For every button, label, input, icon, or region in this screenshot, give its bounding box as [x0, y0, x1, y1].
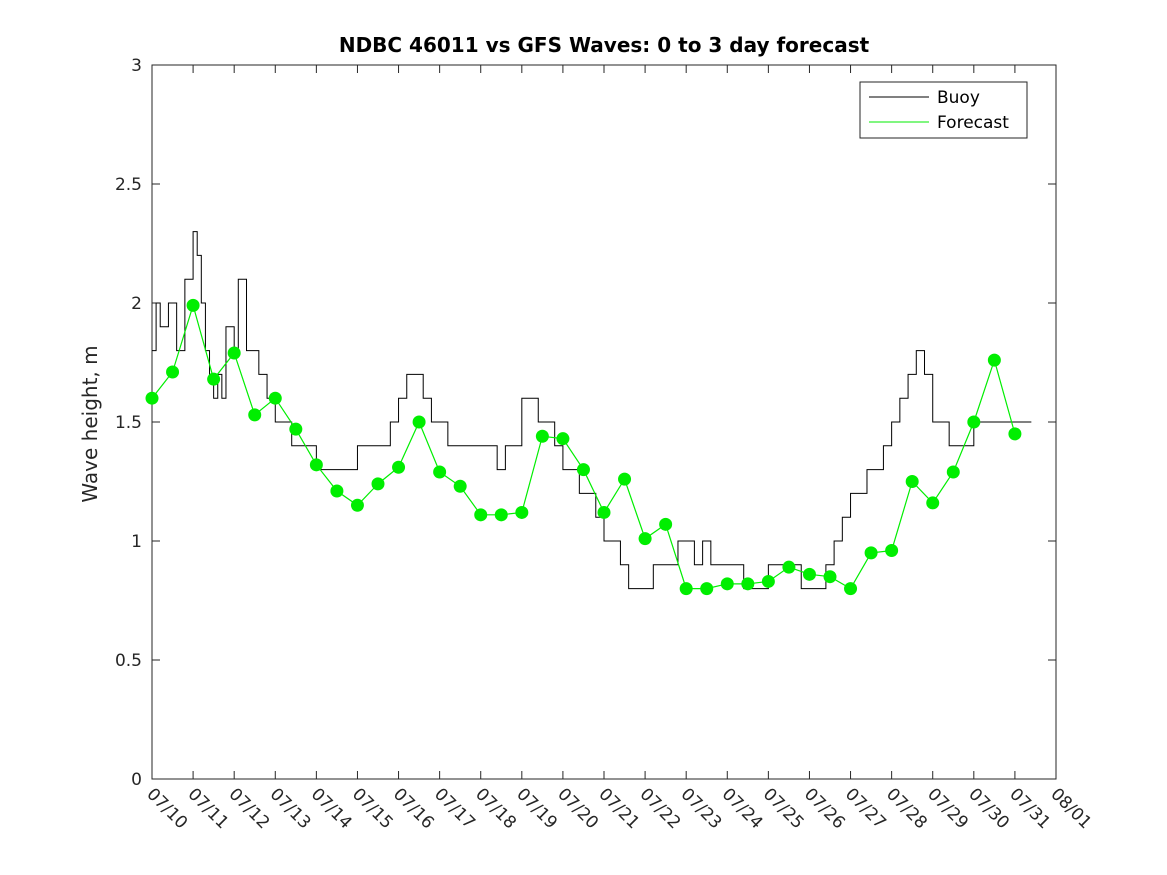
x-tick-label: 07/21 [594, 784, 643, 833]
forecast-point [987, 353, 1001, 367]
forecast-point [227, 346, 241, 360]
x-tick-label: 07/20 [553, 784, 602, 833]
forecast-point [659, 517, 673, 531]
forecast-point [392, 460, 406, 474]
y-tick-label: 0.5 [115, 651, 142, 671]
forecast-point [885, 544, 899, 558]
y-tick-label: 1.5 [115, 413, 142, 433]
forecast-point [720, 577, 734, 591]
y-tick-label: 1 [131, 532, 142, 552]
forecast-point [145, 391, 159, 405]
forecast-point [330, 484, 344, 498]
x-tick-label: 07/26 [800, 784, 849, 833]
forecast-point [207, 372, 221, 386]
forecast-point [453, 479, 467, 493]
forecast-point [535, 429, 549, 443]
x-tick-label: 07/31 [1005, 784, 1054, 833]
x-tick-label: 07/18 [471, 784, 520, 833]
forecast-point [946, 465, 960, 479]
chart-title: NDBC 46011 vs GFS Waves: 0 to 3 day fore… [339, 33, 870, 57]
forecast-point [741, 577, 755, 591]
x-tick-label: 07/30 [964, 784, 1013, 833]
legend-forecast-label: Forecast [937, 113, 1009, 133]
y-tick-label: 2.5 [115, 175, 142, 195]
forecast-point [905, 475, 919, 488]
forecast-point [802, 567, 816, 581]
y-tick-label: 0 [131, 770, 142, 790]
forecast-point [576, 463, 590, 477]
x-tick-label: 07/11 [184, 784, 233, 833]
x-tick-label: 07/19 [512, 784, 561, 833]
forecast-point [474, 508, 488, 522]
forecast-point [618, 472, 632, 486]
forecast-point [823, 570, 837, 584]
forecast-series-line [151, 303, 1016, 590]
forecast-point [782, 560, 796, 574]
forecast-point [844, 582, 858, 596]
x-tick-label: 07/13 [266, 784, 315, 833]
x-tick-label: 07/29 [923, 784, 972, 833]
x-tick-label: 07/17 [430, 784, 479, 833]
x-tick-label: 07/22 [636, 784, 685, 833]
legend-buoy-label: Buoy [937, 88, 980, 108]
forecast-point [556, 432, 570, 446]
x-tick-label: 07/23 [677, 784, 726, 833]
forecast-point [597, 505, 611, 519]
y-tick-label: 2 [131, 294, 142, 314]
forecast-point [761, 574, 775, 588]
forecast-point [1008, 427, 1022, 441]
forecast-point [289, 422, 303, 436]
buoy-series-line [152, 231, 1032, 590]
x-tick-label: 07/28 [882, 784, 931, 833]
forecast-point [186, 298, 200, 312]
legend-box [859, 81, 1028, 139]
y-tick-label: 3 [131, 56, 142, 76]
forecast-point [967, 415, 981, 429]
x-tick-label: 07/15 [348, 784, 397, 833]
legend: Buoy Forecast [859, 81, 1028, 139]
x-tick-label: 07/24 [718, 784, 767, 833]
forecast-point [494, 508, 508, 522]
forecast-point [309, 458, 323, 472]
forecast-point [926, 496, 940, 510]
x-tick-label: 07/14 [307, 784, 356, 833]
forecast-point [700, 582, 714, 596]
y-axis-label: Wave height, m [78, 345, 102, 502]
forecast-point [864, 546, 878, 560]
x-tick-label: 08/01 [1046, 784, 1095, 833]
x-tick-label: 07/12 [225, 784, 274, 833]
forecast-point [350, 498, 364, 512]
forecast-point [638, 532, 652, 546]
x-tick-label: 07/10 [142, 784, 191, 833]
forecast-point [248, 408, 262, 422]
plot-area: 00.511.522.5307/1007/1107/1207/1307/1407… [115, 56, 1095, 833]
x-tick-label: 07/25 [759, 784, 808, 833]
forecast-point [268, 391, 282, 405]
forecast-point [371, 477, 385, 491]
forecast-point [412, 415, 426, 429]
forecast-point [515, 505, 529, 519]
forecast-point [679, 582, 693, 596]
forecast-point [166, 365, 180, 379]
x-tick-label: 07/27 [841, 784, 890, 833]
forecast-point [433, 465, 447, 479]
x-tick-label: 07/16 [389, 784, 438, 833]
